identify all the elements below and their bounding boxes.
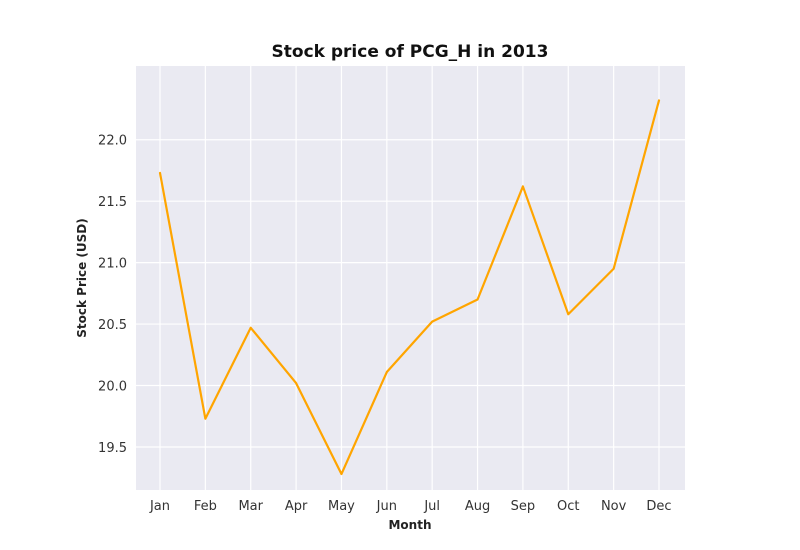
x-gridlines [159,66,660,490]
x-tick-label: Apr [285,499,308,514]
chart-title: Stock price of PCG_H in 2013 [272,42,549,62]
x-tick-label: Jan [149,499,170,514]
series-line [158,99,661,476]
y-tick-label: 20.0 [98,380,127,395]
x-axis-label: Month [388,518,431,532]
x-tick-label: Nov [601,499,627,514]
y-tick-label: 20.5 [98,318,127,333]
y-tick-label: 21.0 [98,257,127,272]
x-tick-label: Jul [423,499,440,514]
x-tick-label: Oct [557,499,579,514]
series-layer [158,99,661,476]
plot-background [136,66,685,490]
y-axis-label: Stock Price (USD) [75,218,89,337]
x-tick-label: May [328,499,355,514]
x-tick-label: Mar [238,499,263,514]
x-tick-label: Feb [194,499,217,514]
y-gridlines [136,139,685,448]
x-tick-label: Dec [646,499,671,514]
x-tick-labels: Jan Feb Mar Apr May Jun Jul Aug Sep Oct Nov Dec [149,499,672,514]
x-tick-label: Jun [376,499,397,514]
y-tick-label: 19.5 [98,441,127,456]
x-tick-label: Aug [465,499,490,514]
y-tick-label: 22.0 [98,134,127,149]
y-tick-labels: 19.5 20.0 20.5 21.0 21.5 22.0 [98,134,127,456]
x-tick-label: Sep [511,499,536,514]
y-tick-label: 21.5 [98,195,127,210]
